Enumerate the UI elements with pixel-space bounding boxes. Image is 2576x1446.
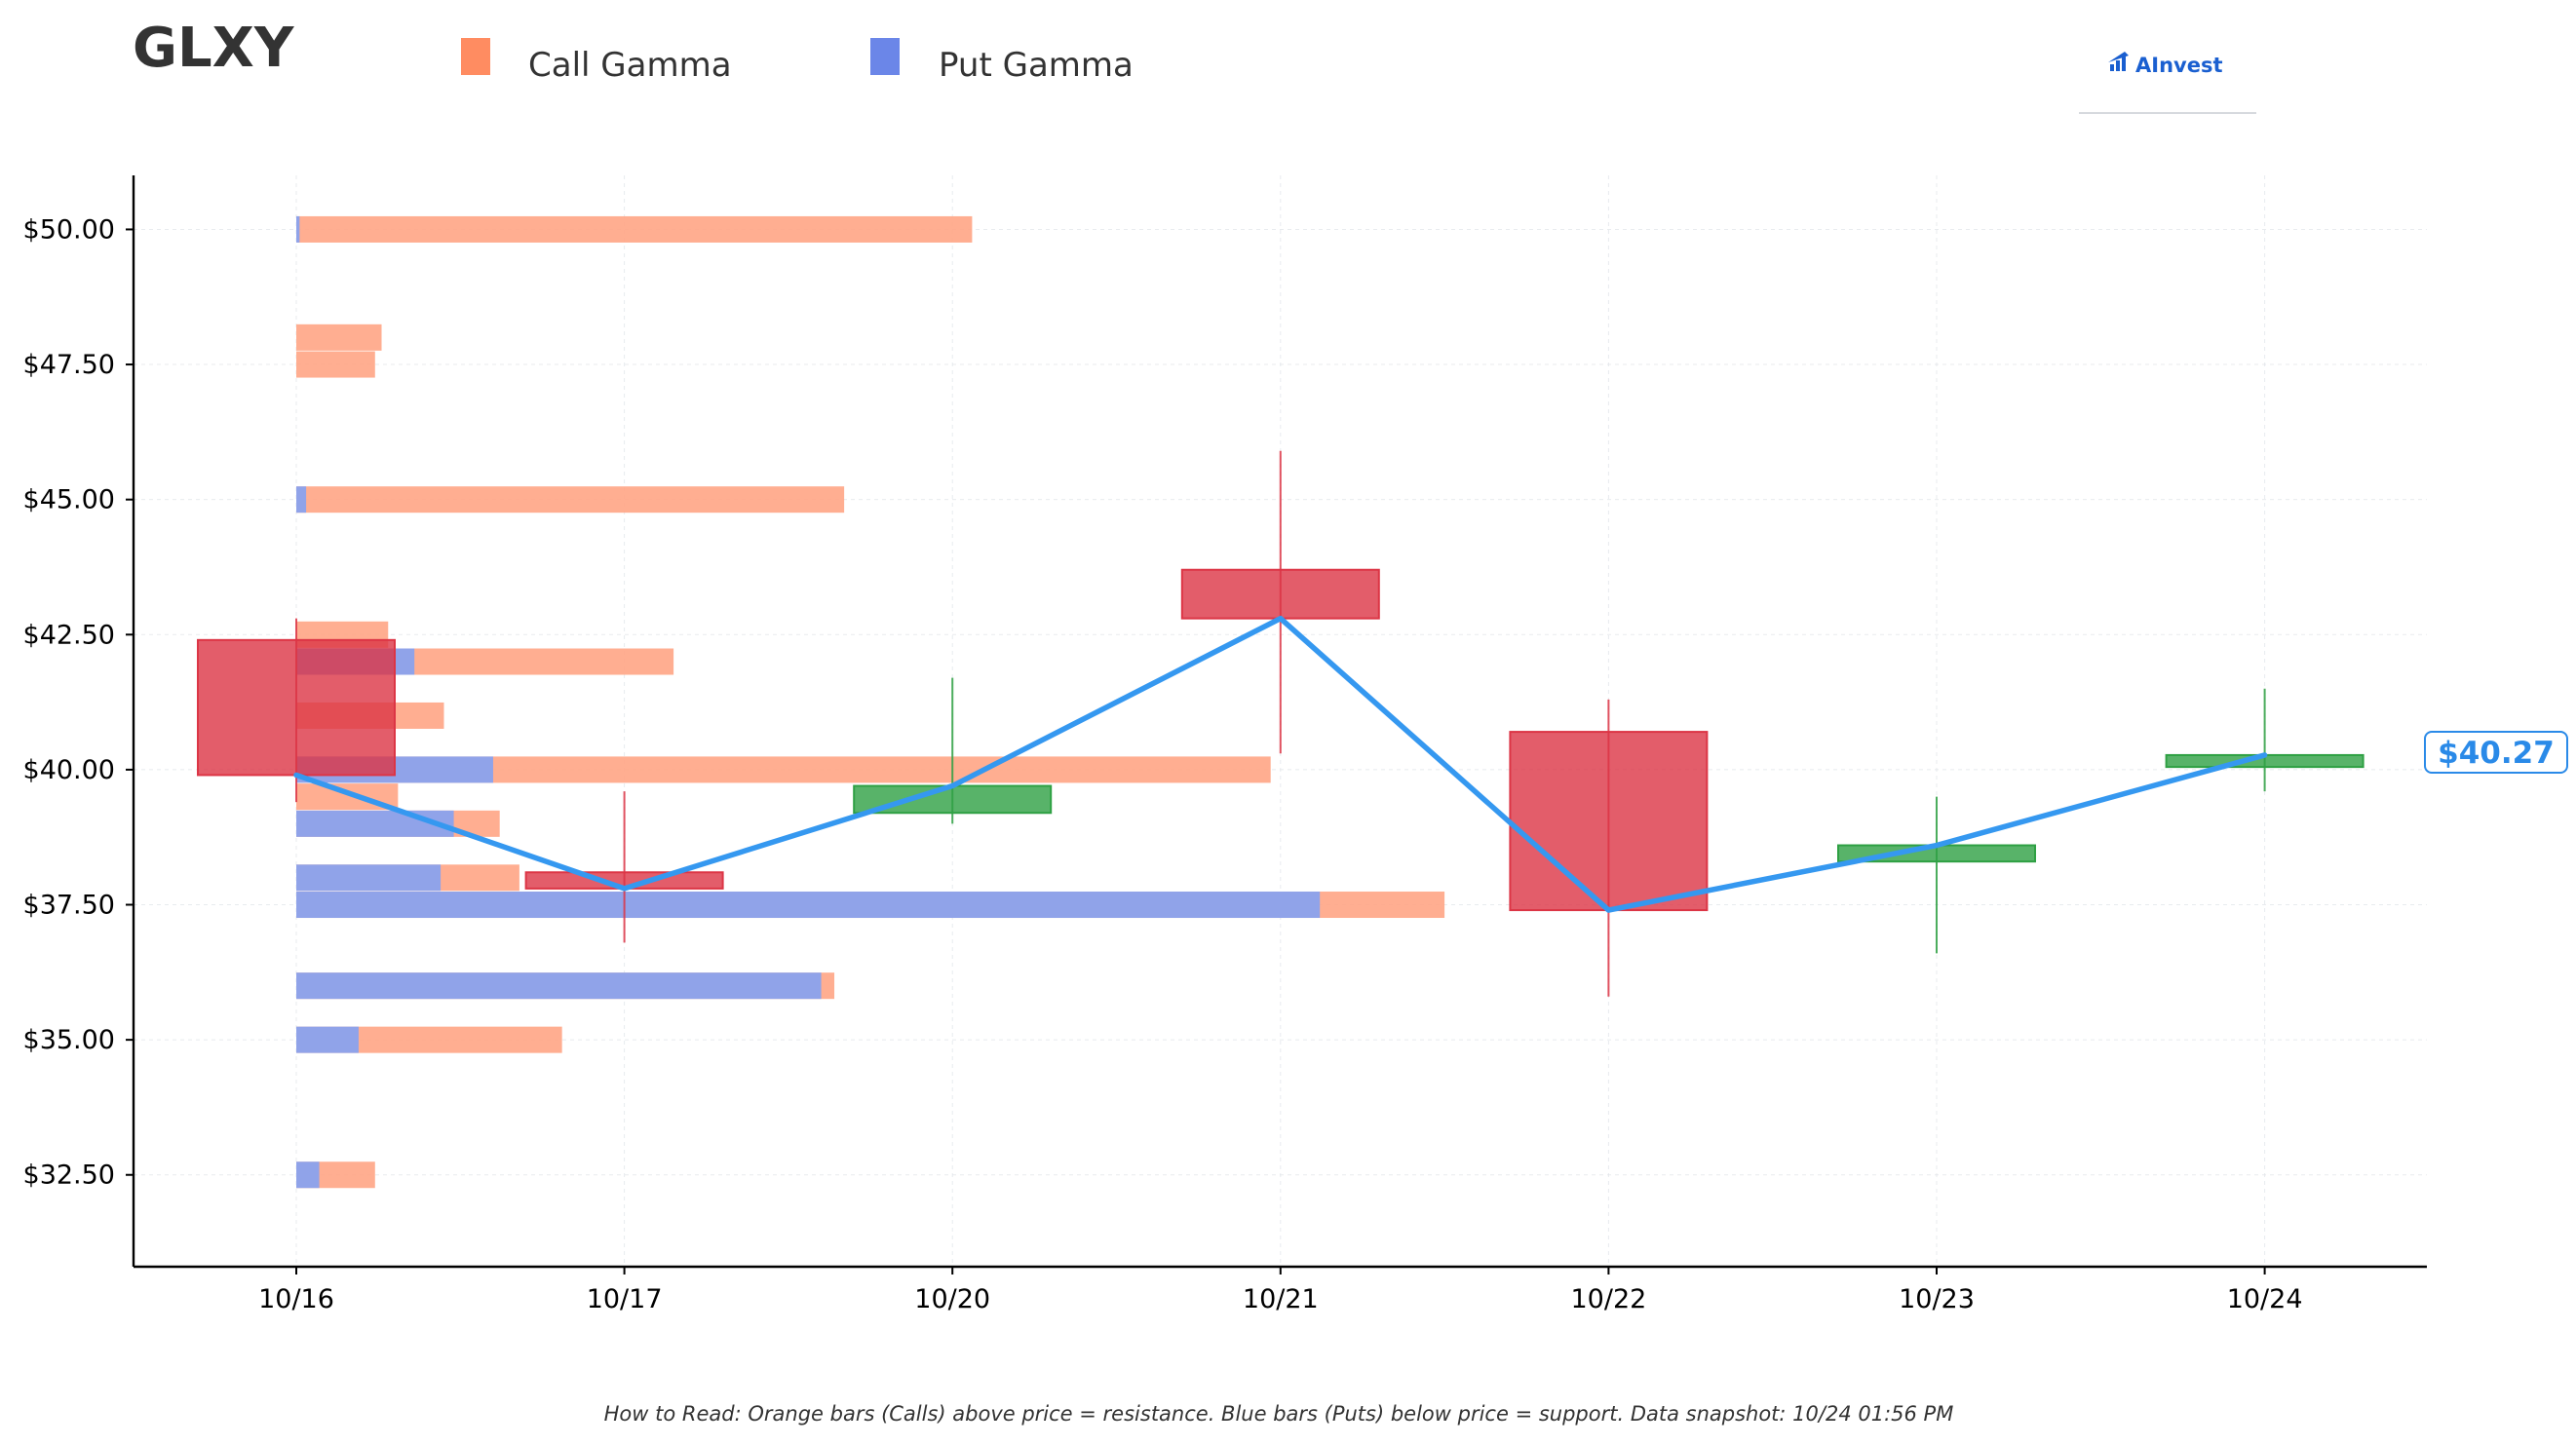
last-price-badge: $40.27 bbox=[2424, 731, 2568, 774]
call-gamma-bar-1 bbox=[296, 323, 382, 351]
candles bbox=[197, 450, 2365, 997]
close-price-line bbox=[293, 615, 2268, 913]
x-tick-label-5: 10/23 bbox=[1899, 1284, 1975, 1314]
y-tick-label-4: $42.50 bbox=[23, 620, 115, 650]
put-gamma-bar-0 bbox=[296, 215, 300, 243]
call-gamma-bar-0 bbox=[296, 215, 973, 243]
footnote: How to Read: Orange bars (Calls) above p… bbox=[604, 1402, 1954, 1426]
x-ticks: 10/16 10/17 10/20 10/21 10/22 10/23 10/24 bbox=[258, 1267, 2303, 1314]
y-tick-label-0: $32.50 bbox=[23, 1161, 115, 1191]
candle-body-3 bbox=[1180, 568, 1380, 620]
x-tick-label-3: 10/21 bbox=[1243, 1284, 1319, 1314]
put-gamma-bar-8 bbox=[296, 1026, 359, 1053]
legend-label-put: Put Gamma bbox=[939, 46, 1134, 85]
y-tick-label-6: $47.50 bbox=[23, 350, 115, 380]
y-ticks: $32.50 $35.00 $37.50 $40.00 $42.50 $45.00 $47.… bbox=[23, 214, 134, 1191]
legend-swatch-call bbox=[461, 38, 490, 75]
put-gamma-bar-5 bbox=[296, 864, 442, 892]
call-gamma-bar-3 bbox=[296, 486, 845, 514]
candle-body-4 bbox=[1509, 731, 1709, 912]
put-gamma-bar-1 bbox=[296, 486, 307, 514]
legend: Call Gamma Put Gamma bbox=[461, 38, 1134, 85]
y-tick-label-7: $50.00 bbox=[23, 214, 115, 245]
y-tick-label-5: $45.00 bbox=[23, 485, 115, 515]
x-tick-label-6: 10/24 bbox=[2227, 1284, 2303, 1314]
brand-logo: AInvest bbox=[2079, 52, 2256, 114]
legend-label-call: Call Gamma bbox=[528, 46, 732, 85]
x-tick-label-0: 10/16 bbox=[258, 1284, 334, 1314]
gamma-bars bbox=[296, 215, 1445, 1189]
last-price-box bbox=[2424, 731, 2568, 774]
x-tick-label-2: 10/20 bbox=[914, 1284, 990, 1314]
candle-body-0 bbox=[197, 638, 396, 777]
put-gamma-bar-4 bbox=[296, 810, 454, 837]
x-tick-label-1: 10/17 bbox=[587, 1284, 663, 1314]
brand-chart-icon bbox=[2108, 52, 2129, 71]
close-line-group bbox=[293, 615, 2268, 913]
put-gamma-bar-6 bbox=[296, 892, 1321, 919]
put-gamma-bar-9 bbox=[296, 1161, 320, 1189]
y-tick-label-3: $40.00 bbox=[23, 755, 115, 785]
call-gamma-bar-2 bbox=[296, 351, 375, 378]
x-tick-label-4: 10/22 bbox=[1570, 1284, 1646, 1314]
legend-swatch-put bbox=[870, 38, 900, 75]
y-tick-label-1: $35.00 bbox=[23, 1025, 115, 1055]
put-gamma-bar-7 bbox=[296, 972, 822, 1000]
y-tick-label-2: $37.50 bbox=[23, 891, 115, 921]
ticker-title: GLXY bbox=[133, 17, 295, 80]
last-price-label: $40.27 bbox=[2438, 736, 2555, 771]
brand-name: AInvest bbox=[2135, 54, 2223, 77]
